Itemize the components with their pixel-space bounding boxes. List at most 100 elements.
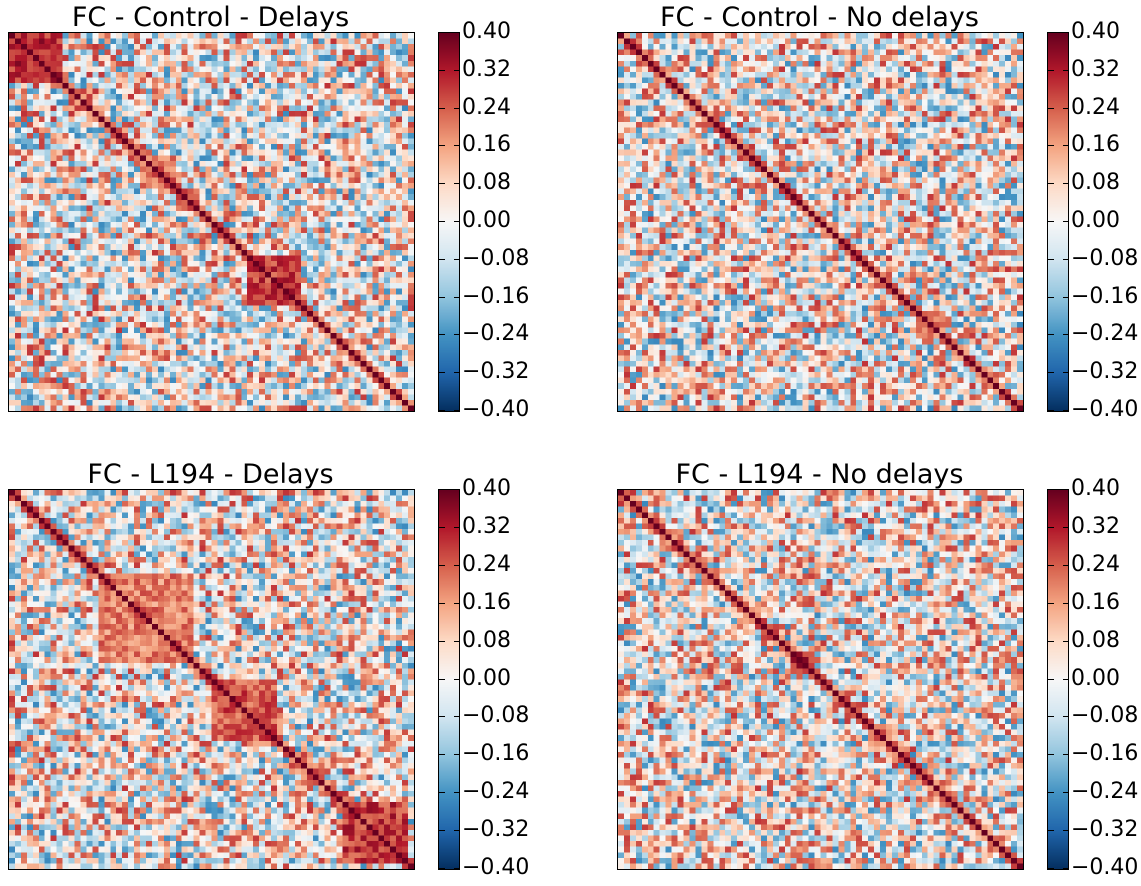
colorbar-tick bbox=[454, 372, 460, 373]
colorbar-tick bbox=[1063, 334, 1069, 335]
colorbar-tick bbox=[439, 527, 445, 528]
colorbar-tick bbox=[1063, 679, 1069, 680]
colorbar-tick-label: 0.00 bbox=[462, 208, 511, 233]
colorbar-tick bbox=[1048, 145, 1054, 146]
colorbar-tick bbox=[1063, 565, 1069, 566]
chart-title: FC - Control - No delays bbox=[660, 2, 979, 33]
colorbar-canvas bbox=[1048, 33, 1068, 411]
colorbar-tick bbox=[1048, 792, 1054, 793]
colorbar-tick bbox=[454, 679, 460, 680]
colorbar bbox=[1047, 32, 1069, 412]
colorbar-tick bbox=[1048, 108, 1054, 109]
heatmap-canvas bbox=[9, 33, 414, 411]
colorbar-tick-label: −0.32 bbox=[1071, 817, 1139, 842]
chart-title: FC - L194 - Delays bbox=[87, 459, 334, 490]
colorbar-tick bbox=[454, 410, 460, 411]
colorbar-tick bbox=[1048, 868, 1054, 869]
colorbar-tick bbox=[1063, 489, 1069, 490]
colorbar-tick bbox=[1063, 603, 1069, 604]
colorbar-tick-label: 0.00 bbox=[1071, 208, 1120, 233]
heatmap-canvas bbox=[618, 33, 1023, 411]
heatmap-matrix bbox=[617, 489, 1024, 870]
colorbar-tick-label: −0.32 bbox=[1071, 359, 1139, 384]
colorbar-tick-label: 0.40 bbox=[1071, 19, 1120, 44]
colorbar-tick bbox=[1063, 716, 1069, 717]
heatmap-matrix bbox=[8, 489, 415, 870]
heatmap-canvas bbox=[9, 490, 414, 869]
colorbar-tick bbox=[1063, 641, 1069, 642]
colorbar-tick-label: 0.24 bbox=[462, 552, 511, 577]
colorbar-tick bbox=[1063, 868, 1069, 869]
heatmap-matrix bbox=[8, 32, 415, 412]
colorbar-tick bbox=[454, 183, 460, 184]
colorbar-tick-label: −0.08 bbox=[462, 246, 530, 271]
colorbar-tick-label: −0.16 bbox=[462, 284, 530, 309]
colorbar-tick bbox=[1048, 641, 1054, 642]
colorbar-tick-label: −0.40 bbox=[462, 397, 530, 422]
colorbar-tick bbox=[1063, 70, 1069, 71]
colorbar-tick bbox=[439, 716, 445, 717]
colorbar-tick-label: −0.16 bbox=[462, 741, 530, 766]
colorbar-tick bbox=[1048, 716, 1054, 717]
colorbar-tick bbox=[454, 489, 460, 490]
colorbar-tick-label: −0.16 bbox=[1071, 741, 1139, 766]
colorbar-tick bbox=[1048, 754, 1054, 755]
colorbar-tick bbox=[1063, 221, 1069, 222]
colorbar-tick-label: 0.16 bbox=[1071, 132, 1120, 157]
colorbar-tick bbox=[1048, 679, 1054, 680]
colorbar-tick bbox=[454, 145, 460, 146]
colorbar-tick bbox=[1048, 259, 1054, 260]
colorbar-tick-label: 0.32 bbox=[462, 514, 511, 539]
colorbar-tick bbox=[1048, 32, 1054, 33]
colorbar-tick bbox=[1063, 183, 1069, 184]
heatmap-canvas bbox=[618, 490, 1023, 869]
colorbar-tick-label: 0.16 bbox=[462, 590, 511, 615]
colorbar-tick-label: 0.24 bbox=[1071, 552, 1120, 577]
colorbar-tick-label: −0.32 bbox=[462, 359, 530, 384]
colorbar-tick bbox=[454, 259, 460, 260]
colorbar-tick-label: 0.16 bbox=[462, 132, 511, 157]
colorbar-tick bbox=[454, 32, 460, 33]
colorbar-tick-label: −0.08 bbox=[462, 703, 530, 728]
colorbar-tick bbox=[1063, 145, 1069, 146]
colorbar-tick bbox=[439, 641, 445, 642]
colorbar-tick bbox=[454, 754, 460, 755]
colorbar-tick bbox=[1063, 527, 1069, 528]
colorbar-tick bbox=[439, 830, 445, 831]
colorbar-tick-label: −0.16 bbox=[1071, 284, 1139, 309]
colorbar-tick bbox=[439, 792, 445, 793]
chart-title: FC - L194 - No delays bbox=[675, 459, 964, 490]
colorbar-tick-label: 0.16 bbox=[1071, 590, 1120, 615]
colorbar-tick bbox=[454, 108, 460, 109]
colorbar-tick bbox=[1048, 527, 1054, 528]
colorbar-tick-label: −0.08 bbox=[1071, 246, 1139, 271]
colorbar-tick bbox=[439, 489, 445, 490]
colorbar-canvas bbox=[1048, 490, 1068, 869]
colorbar-tick bbox=[439, 868, 445, 869]
colorbar-tick bbox=[454, 527, 460, 528]
colorbar-tick bbox=[454, 641, 460, 642]
colorbar-tick-label: 0.32 bbox=[462, 57, 511, 82]
colorbar-tick-label: 0.40 bbox=[462, 19, 511, 44]
colorbar-tick bbox=[1063, 372, 1069, 373]
colorbar-tick-label: −0.08 bbox=[1071, 703, 1139, 728]
colorbar-tick bbox=[439, 372, 445, 373]
colorbar-tick-label: 0.32 bbox=[1071, 57, 1120, 82]
colorbar-tick bbox=[1063, 32, 1069, 33]
colorbar-tick bbox=[439, 221, 445, 222]
colorbar-tick-label: 0.32 bbox=[1071, 514, 1120, 539]
colorbar-tick bbox=[454, 792, 460, 793]
colorbar-tick bbox=[439, 70, 445, 71]
colorbar-tick-label: 0.08 bbox=[1071, 628, 1120, 653]
colorbar-tick-label: −0.40 bbox=[1071, 397, 1139, 422]
colorbar-tick bbox=[439, 32, 445, 33]
colorbar-tick bbox=[1048, 183, 1054, 184]
colorbar-tick bbox=[454, 716, 460, 717]
colorbar-tick bbox=[1063, 830, 1069, 831]
colorbar-tick bbox=[439, 145, 445, 146]
colorbar-tick bbox=[1063, 297, 1069, 298]
colorbar-tick bbox=[1048, 297, 1054, 298]
colorbar-tick bbox=[1048, 221, 1054, 222]
colorbar-tick-label: −0.24 bbox=[462, 321, 530, 346]
chart-title: FC - Control - Delays bbox=[71, 2, 350, 33]
